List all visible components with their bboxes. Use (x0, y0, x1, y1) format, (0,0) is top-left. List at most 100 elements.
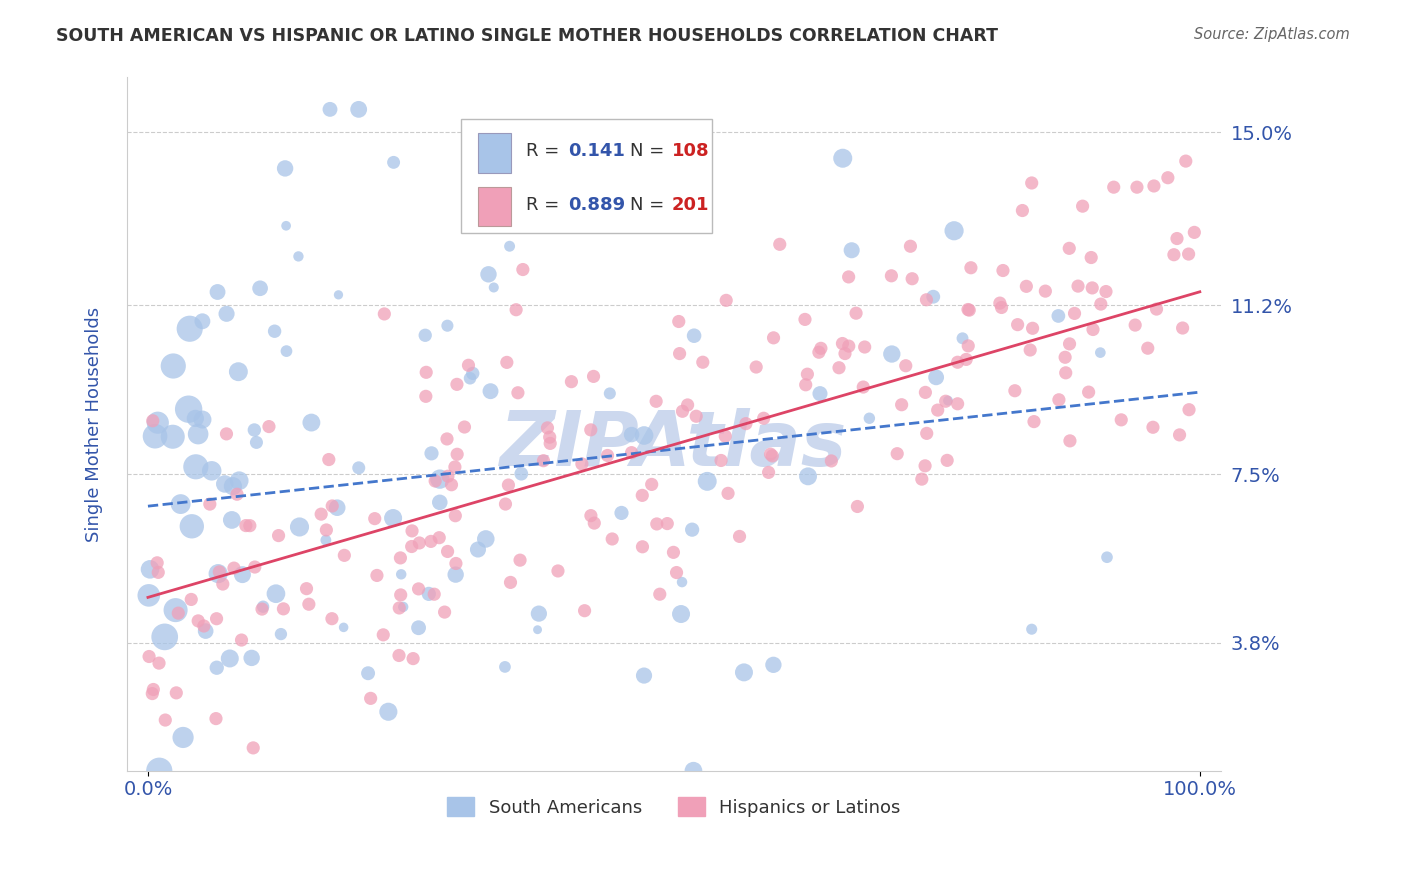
Point (498, 478, 520, 492)
Point (440, 477, 463, 491)
Point (249, 281, 271, 295)
Point (444, 508, 467, 523)
Point (914, 458, 936, 473)
Point (1021, 622, 1043, 636)
Point (264, 587, 287, 601)
Point (762, 331, 785, 345)
Point (668, 346, 690, 360)
Point (373, 628, 395, 642)
Point (298, 597, 321, 611)
Point (360, 691, 382, 706)
Point (231, 633, 253, 648)
Point (858, 411, 880, 425)
Point (526, 623, 548, 637)
Point (482, 280, 505, 294)
Point (148, 566, 170, 580)
Point (714, 429, 737, 443)
Point (146, 556, 169, 570)
Point (401, 524, 423, 538)
Point (187, 614, 209, 628)
Point (1143, 178, 1166, 193)
Point (172, 731, 194, 745)
Point (273, 602, 295, 616)
Point (245, 435, 267, 450)
Point (318, 452, 340, 467)
Point (401, 540, 423, 554)
Point (467, 542, 489, 557)
Point (495, 355, 517, 369)
Point (162, 430, 184, 444)
Point (419, 534, 441, 549)
Point (287, 249, 309, 263)
Point (1174, 154, 1197, 169)
Point (231, 567, 253, 582)
Point (1177, 247, 1199, 261)
Point (169, 497, 191, 511)
Point (946, 397, 969, 411)
Point (631, 488, 654, 502)
Point (138, 588, 160, 602)
Point (457, 359, 479, 373)
FancyBboxPatch shape (478, 187, 510, 227)
Point (915, 293, 938, 307)
Point (957, 339, 980, 353)
Point (1157, 170, 1180, 185)
Point (645, 516, 668, 531)
Point (215, 307, 238, 321)
Point (538, 436, 561, 450)
Point (211, 577, 233, 591)
Point (662, 545, 685, 559)
Point (936, 453, 959, 467)
Point (574, 604, 596, 618)
Text: SOUTH AMERICAN VS HISPANIC OR LATINO SINGLE MOTHER HOUSEHOLDS CORRELATION CHART: SOUTH AMERICAN VS HISPANIC OR LATINO SIN… (56, 27, 998, 45)
Point (328, 288, 350, 302)
Point (671, 575, 693, 590)
Point (669, 607, 692, 621)
Point (1035, 284, 1057, 298)
Point (853, 340, 876, 354)
Point (1090, 345, 1112, 359)
Point (880, 268, 903, 283)
Point (1095, 285, 1118, 299)
Point (326, 500, 349, 515)
Point (925, 370, 948, 384)
Point (505, 302, 527, 317)
Point (458, 371, 481, 385)
Point (146, 416, 169, 430)
Point (436, 544, 458, 558)
Point (299, 416, 322, 430)
Point (148, 656, 170, 670)
Point (402, 651, 425, 665)
Point (226, 487, 249, 501)
Point (922, 290, 945, 304)
Point (683, 328, 706, 343)
Point (841, 244, 863, 258)
Point (1095, 550, 1118, 565)
Point (657, 516, 679, 531)
Point (894, 359, 917, 373)
Text: ZIPAtlas: ZIPAtlas (501, 408, 848, 482)
Point (153, 630, 176, 644)
Point (240, 651, 263, 665)
Point (495, 497, 517, 511)
Point (333, 549, 356, 563)
Point (433, 605, 456, 619)
Point (243, 560, 266, 574)
Legend: South Americans, Hispanics or Latinos: South Americans, Hispanics or Latinos (440, 790, 908, 824)
Point (752, 411, 775, 425)
Point (377, 705, 399, 719)
Point (1146, 301, 1168, 316)
Point (506, 385, 529, 400)
Text: N =: N = (630, 142, 671, 161)
Point (257, 419, 280, 434)
Point (957, 303, 980, 318)
Point (347, 460, 370, 475)
Point (167, 606, 190, 620)
Point (461, 367, 484, 381)
Point (165, 603, 187, 617)
Point (665, 566, 688, 580)
Point (205, 661, 228, 675)
Point (834, 346, 856, 360)
Text: N =: N = (630, 196, 671, 214)
Point (276, 344, 298, 359)
